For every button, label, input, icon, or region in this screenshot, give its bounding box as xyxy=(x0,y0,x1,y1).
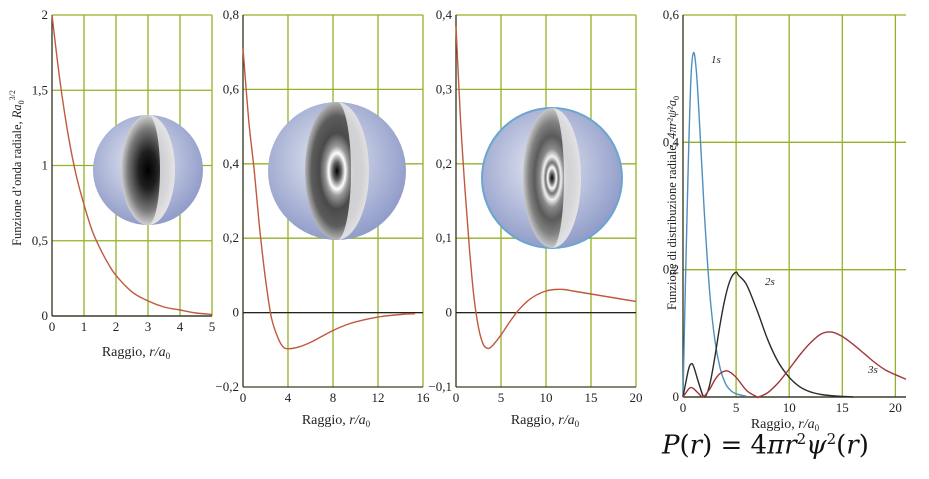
panel-2s: 0 4 8 12 16−0,200,20,40,60,8 xyxy=(215,7,430,405)
ytick-label-2-0: −0,2 xyxy=(215,379,239,394)
ytick-label-4-3: 0,6 xyxy=(663,7,680,22)
xlabel-1: Raggio, r/a0 xyxy=(102,345,171,361)
ytick-label-3-4: 0,3 xyxy=(436,81,452,96)
panel-1s: 0 1 2 3 4 5 0 0,5 1 1,5 2 xyxy=(32,7,216,334)
series-line-4-3s xyxy=(682,331,907,399)
ytick-label-1-3: 1,5 xyxy=(32,82,48,97)
ticks-1: 0 1 2 3 4 5 0 0,5 1 1,5 2 xyxy=(32,7,216,334)
orbital-1s-image xyxy=(93,115,203,225)
ytick-label-2-3: 0,4 xyxy=(223,156,240,171)
series-line-4-1s xyxy=(682,51,747,398)
ytick-label-3-3: 0,2 xyxy=(436,156,452,171)
series-line-3-0 xyxy=(455,26,637,350)
ytick-label-1-0: 0 xyxy=(42,308,49,323)
xtick-label-3-1: 5 xyxy=(498,390,505,405)
xtick-label-4-1: 5 xyxy=(733,400,740,415)
xtick-label-4-4: 20 xyxy=(889,400,902,415)
radial-probability-formula: P(r) = 4πr2ψ2(r) xyxy=(662,430,869,461)
axes-1 xyxy=(51,15,212,317)
curve-2 xyxy=(242,48,416,350)
xtick-label-2-2: 8 xyxy=(330,390,337,405)
ytick-label-1-1: 0,5 xyxy=(32,233,48,248)
panel-rdf: 0 5 10 15 20 0 0,2 0,4 0,6 xyxy=(663,7,907,415)
ytick-label-4-1: 0,2 xyxy=(663,262,679,277)
ytick-label-1-2: 1 xyxy=(42,158,49,173)
ticks-4: 0 5 10 15 20 0 0,2 0,4 0,6 xyxy=(663,7,902,415)
ylabel-1: Funzione d’onda radiale, Ra03/2 xyxy=(8,90,26,246)
series-line-2-0 xyxy=(242,48,416,350)
xtick-label-1-3: 3 xyxy=(145,319,152,334)
xtick-label-4-2: 10 xyxy=(783,400,796,415)
xtick-label-2-0: 0 xyxy=(240,390,247,405)
orbital-3s-image xyxy=(481,107,623,249)
axes-4 xyxy=(682,15,906,398)
ytick-label-3-2: 0,1 xyxy=(436,230,452,245)
ytick-label-2-4: 0,6 xyxy=(223,81,240,96)
xtick-label-1-2: 2 xyxy=(113,319,120,334)
xtick-label-2-3: 12 xyxy=(372,390,385,405)
xlabel-4: Raggio, r/a0 xyxy=(751,417,820,433)
xtick-label-2-1: 4 xyxy=(285,390,292,405)
series-label-3s: 3s xyxy=(867,364,878,376)
ytick-label-2-1: 0 xyxy=(233,305,240,320)
xtick-label-3-2: 10 xyxy=(540,390,553,405)
xlabel-3: Raggio, r/a0 xyxy=(511,413,580,429)
grid-4 xyxy=(682,14,906,398)
xlabel-2: Raggio, r/a0 xyxy=(302,413,371,429)
series-label-1s: 1s xyxy=(711,54,721,66)
xtick-label-1-0: 0 xyxy=(49,319,56,334)
ytick-label-3-0: −0,1 xyxy=(428,379,452,394)
ytick-label-2-5: 0,8 xyxy=(223,7,239,22)
series-label-2s: 2s xyxy=(765,276,775,288)
xtick-label-1-4: 4 xyxy=(177,319,184,334)
ytick-label-1-4: 2 xyxy=(42,7,49,22)
xtick-label-2-4: 16 xyxy=(417,390,431,405)
xtick-label-4-3: 15 xyxy=(836,400,849,415)
orbital-2s-image xyxy=(268,102,406,240)
panel-3s: 0 5 10 15 20−0,100,10,20,30,4 xyxy=(428,7,642,405)
curve-4 xyxy=(682,51,907,399)
series-line-1-0 xyxy=(51,14,213,316)
xtick-label-3-0: 0 xyxy=(453,390,460,405)
axes-3 xyxy=(455,15,636,388)
ticks-3: 0 5 10 15 20−0,100,10,20,30,4 xyxy=(428,7,642,405)
curve-1 xyxy=(51,14,213,316)
xtick-label-1-1: 1 xyxy=(81,319,88,334)
xtick-label-3-3: 15 xyxy=(585,390,598,405)
ytick-label-3-5: 0,4 xyxy=(436,7,453,22)
ticks-2: 0 4 8 12 16−0,200,20,40,60,8 xyxy=(215,7,430,405)
ytick-label-3-1: 0 xyxy=(446,305,453,320)
xtick-label-4-0: 0 xyxy=(680,400,687,415)
ytick-label-4-0: 0 xyxy=(673,389,680,404)
ytick-label-2-2: 0,2 xyxy=(223,230,239,245)
ylabel-4: Funzione di distribuzione radiale, 4πr²ψ… xyxy=(665,96,681,310)
series-line-4-2s xyxy=(682,271,853,398)
axes-2 xyxy=(242,15,423,388)
xtick-label-1-5: 5 xyxy=(209,319,216,334)
xtick-label-3-4: 20 xyxy=(630,390,643,405)
curve-3 xyxy=(455,26,637,350)
ytick-label-4-2: 0,4 xyxy=(663,134,680,149)
